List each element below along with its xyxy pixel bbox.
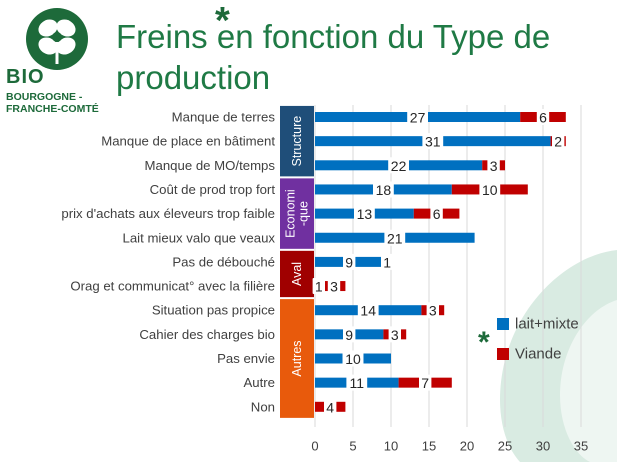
group-label: Autres	[290, 340, 304, 376]
data-label: 10	[482, 182, 498, 198]
data-label: 2	[554, 134, 562, 150]
data-label-box	[381, 253, 394, 270]
brand-region: BOURGOGNE - FRANCHE-COMTÉ	[6, 91, 99, 115]
category-label: prix d'achats aux éleveurs trop faible	[61, 206, 275, 221]
x-tick-label: 30	[536, 439, 550, 454]
brand-name: BIO	[6, 66, 45, 88]
data-label-box	[312, 278, 325, 295]
data-label: 10	[345, 351, 361, 367]
data-label-box	[487, 157, 500, 174]
page-title: Freins en fonction du Type de production	[116, 16, 606, 98]
x-tick-label: 0	[311, 439, 318, 454]
data-label-box	[354, 205, 375, 222]
x-tick-label: 15	[422, 439, 436, 454]
x-tick-label: 20	[460, 439, 474, 454]
data-label-box	[426, 302, 439, 319]
title-line1: Freins en fonction du Type de	[116, 18, 551, 55]
data-label-box	[407, 109, 428, 125]
data-label: 14	[360, 303, 376, 319]
data-label-box	[373, 181, 394, 198]
x-tick-label: 35	[574, 439, 588, 454]
category-label: Orag et communicat° avec la filière	[70, 279, 275, 294]
data-label-box	[422, 133, 444, 150]
data-label-box	[384, 229, 406, 246]
category-label: Cahier des charges bio	[139, 327, 275, 342]
group-band	[280, 178, 314, 249]
data-label-box	[327, 278, 341, 295]
data-label-box	[388, 326, 401, 343]
data-label-box	[536, 109, 550, 125]
title-line2: production	[116, 59, 271, 96]
category-label: Manque de place en bâtiment	[101, 134, 275, 149]
data-label-box	[430, 205, 443, 222]
data-label: 3	[490, 158, 498, 174]
data-label: 3	[330, 279, 338, 295]
brand-region-line2: FRANCHE-COMTÉ	[6, 103, 99, 115]
clover-leaf-icon	[26, 8, 88, 70]
data-label: 7	[421, 375, 429, 391]
data-label: 27	[410, 110, 426, 126]
data-label: 9	[345, 327, 353, 343]
data-label-box	[346, 374, 368, 391]
data-label-box	[324, 398, 337, 415]
data-label-box	[552, 133, 565, 150]
data-label: 1	[315, 279, 323, 295]
data-label-box	[343, 326, 356, 343]
data-label: 21	[387, 230, 403, 246]
category-label: Situation pas propice	[152, 303, 275, 318]
group-band	[280, 105, 314, 177]
group-label: Structure	[290, 116, 304, 167]
data-label: 22	[391, 158, 407, 174]
data-label: 11	[350, 375, 365, 391]
legend-label-viande: Viande	[515, 346, 561, 363]
category-label: Non	[251, 399, 275, 414]
data-label: 1	[383, 254, 391, 270]
group-label: Economi	[284, 189, 298, 238]
data-label: 18	[376, 182, 392, 198]
legend-swatch-viande	[497, 348, 509, 360]
data-label: 13	[357, 206, 373, 222]
category-label: Manque de MO/temps	[145, 158, 276, 173]
data-label: 31	[425, 134, 441, 150]
data-label: 3	[429, 303, 437, 319]
x-tick-label: 5	[349, 439, 356, 454]
data-label: 4	[326, 399, 334, 415]
brand-region-line1: BOURGOGNE -	[6, 91, 83, 103]
data-label-box	[388, 157, 409, 174]
legend-label-lait-mixte: lait+mixte	[515, 316, 579, 333]
category-label: Lait mieux valo que veaux	[123, 230, 276, 245]
x-tick-label: 10	[384, 439, 398, 454]
group-label: Aval	[290, 262, 304, 286]
category-label: Autre	[243, 375, 275, 390]
x-tick-label: 25	[498, 439, 512, 454]
category-label: Pas de débouché	[172, 254, 275, 269]
data-label-box	[419, 374, 432, 391]
data-label-box	[357, 302, 379, 319]
data-label: 3	[391, 327, 399, 343]
data-label: 6	[433, 206, 441, 222]
data-label-box	[343, 253, 356, 270]
data-label: 6	[539, 110, 547, 126]
group-band	[280, 250, 314, 298]
category-label: Pas envie	[217, 351, 275, 366]
data-label-box	[342, 350, 364, 367]
category-label: Coût de prod trop fort	[150, 182, 276, 197]
legend-swatch-lait-mixte	[497, 318, 509, 330]
data-label-box	[479, 181, 501, 198]
group-label: -que	[297, 201, 311, 226]
title-asterisk: *	[215, 0, 230, 42]
group-band	[280, 299, 314, 418]
data-label: 9	[345, 254, 353, 270]
category-label: Manque de terres	[172, 110, 276, 125]
legend-asterisk: *	[478, 326, 490, 359]
